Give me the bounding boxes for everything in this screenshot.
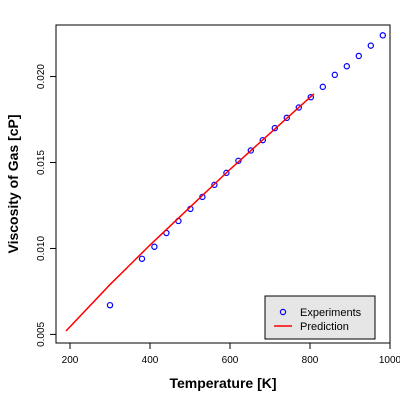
y-tick-label: 0.005 [36,321,47,346]
x-tick-label: 400 [142,355,159,366]
x-axis: 200 400 600 800 1000 [62,343,400,366]
y-tick-label: 0.010 [36,236,47,261]
experiment-point [367,42,374,49]
x-axis-title: Temperature [K] [169,375,276,391]
experiment-point [259,136,266,144]
experiment-point [247,147,254,154]
experiment-point [235,157,242,164]
experiment-point [307,93,314,101]
legend-experiments-label: Experiments [300,307,362,319]
experiment-point [106,301,114,309]
y-tick-label: 0.015 [36,150,47,175]
legend-prediction-label: Prediction [300,321,349,333]
legend-box [264,295,376,340]
experiment-point [271,124,278,132]
experiment-point [223,169,230,177]
experiment-point [283,114,290,122]
x-tick-label: 200 [62,355,79,366]
experiment-point [331,71,338,79]
experiment-point [199,193,206,201]
legend-experiments-marker [279,308,287,316]
series-layer [65,32,386,332]
prediction-line [65,93,315,332]
x-tick-label: 600 [222,355,239,366]
y-axis-title: Viscosity of Gas [cP] [5,114,21,253]
y-axis: 0.005 0.010 0.015 0.020 [36,64,56,347]
legend: Experiments Prediction [264,295,376,340]
experiment-point [138,255,146,262]
experiment-point [319,83,326,91]
experiment-point [343,63,350,70]
x-tick-label: 800 [302,355,319,366]
experiment-point [151,243,158,250]
y-tick-label: 0.020 [36,64,47,89]
experiment-point [295,104,302,111]
experiment-point [211,181,218,189]
experiment-point [379,32,386,39]
plot-frame [55,24,391,344]
experiment-point [355,52,362,60]
x-tick-label: 1000 [379,355,400,366]
